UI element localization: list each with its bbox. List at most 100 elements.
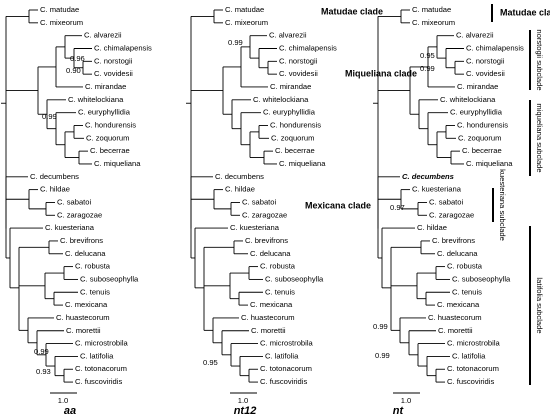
- taxon-label: C. becerrae: [90, 146, 130, 155]
- taxon-label: C. robusta: [75, 262, 111, 271]
- taxon-label: C. fuscoviridis: [260, 377, 307, 386]
- taxon-label: C. whitelockiana: [253, 95, 309, 104]
- support-value: 0.93: [36, 367, 51, 376]
- taxon-label: C. chimalapensis: [94, 43, 152, 52]
- support-value: 0.95: [203, 358, 218, 367]
- taxon-label: C. morettii: [66, 326, 101, 335]
- taxon-label: C. morettii: [438, 326, 473, 335]
- taxon-label: C. brevifrons: [245, 236, 288, 245]
- taxon-label: C. hondurensis: [270, 120, 321, 129]
- taxon-label: C. vovidesii: [466, 69, 505, 78]
- taxon-label: C. whitelockiana: [68, 95, 124, 104]
- taxon-label: C. robusta: [260, 262, 296, 271]
- taxon-label: C. mirandae: [270, 82, 311, 91]
- taxon-label: C. decumbens: [215, 172, 264, 181]
- support-value: 0.99: [375, 351, 390, 360]
- taxon-label: C. vovidesii: [279, 69, 318, 78]
- taxon-label: C. totonacorum: [75, 364, 127, 373]
- taxon-label: C. kuesteriana: [230, 223, 280, 232]
- panel-title: aa: [64, 405, 76, 417]
- taxon-label: C. chimalapensis: [466, 43, 524, 52]
- taxon-label: C. tenuis: [80, 287, 110, 296]
- taxon-label: C. tenuis: [452, 287, 482, 296]
- taxon-label: C. norstogii: [466, 56, 505, 65]
- panel-title: nt12: [234, 405, 257, 417]
- support-value: 0.99: [228, 38, 243, 47]
- taxon-label: C. hondurensis: [85, 120, 136, 129]
- taxon-label: C. norstogii: [94, 56, 133, 65]
- support-value: 0.99: [42, 112, 57, 121]
- taxon-label: C. zaragozae: [429, 210, 474, 219]
- taxon-label: C. latifolia: [80, 351, 114, 360]
- taxon-label: C. suboseophylla: [265, 274, 324, 283]
- taxon-label: C. sabatoi: [242, 197, 277, 206]
- taxon-label: C. sabatoi: [429, 197, 464, 206]
- taxon-label: C. huastecorum: [241, 313, 295, 322]
- taxon-label: C. matudae: [412, 5, 451, 14]
- support-value: 0.90: [66, 66, 81, 75]
- taxon-label: C. becerrae: [462, 146, 502, 155]
- taxon-label: C. suboseophylla: [452, 274, 511, 283]
- taxon-label: C. whitelockiana: [440, 95, 496, 104]
- support-value: 0.99: [373, 322, 388, 331]
- panel-title: nt: [393, 405, 405, 417]
- taxon-label: C. sabatoi: [57, 197, 92, 206]
- taxon-label: C. kuesteriana: [412, 185, 462, 194]
- taxon-label: C. tenuis: [265, 287, 295, 296]
- taxon-label: C. mexicana: [250, 300, 293, 309]
- taxon-label: C. alvarezii: [84, 31, 122, 40]
- taxon-label: C. becerrae: [275, 146, 315, 155]
- taxon-label: C. mirandae: [85, 82, 126, 91]
- taxon-label: C. totonacorum: [260, 364, 312, 373]
- support-value: 0.95: [420, 51, 435, 60]
- taxon-label: C. mixeorum: [225, 18, 268, 27]
- taxon-label: C. kuesteriana: [45, 223, 95, 232]
- taxon-label: C. miqueliana: [466, 159, 513, 168]
- scale-label: 1.0: [58, 396, 69, 405]
- taxon-label: C. matudae: [40, 5, 79, 14]
- taxon-label: C. zaragozae: [242, 210, 287, 219]
- taxon-label: C. alvarezii: [456, 31, 494, 40]
- taxon-label: C. delucana: [65, 249, 106, 258]
- taxon-label: C. decumbens: [30, 172, 79, 181]
- taxon-label: C. microstrobila: [75, 339, 129, 348]
- taxon-label: C. brevifrons: [432, 236, 475, 245]
- taxon-label: C. zoquorum: [458, 133, 501, 142]
- taxon-label: C. miqueliana: [94, 159, 141, 168]
- clade-label: Miqueliana clade: [345, 68, 417, 78]
- taxon-label: C. suboseophylla: [80, 274, 139, 283]
- taxon-label: C. hondurensis: [457, 120, 508, 129]
- taxon-label: C. delucana: [437, 249, 478, 258]
- taxon-label: C. alvarezii: [269, 31, 307, 40]
- taxon-label: C. robusta: [447, 262, 483, 271]
- taxon-label: C. latifolia: [452, 351, 486, 360]
- side-label: miqueliana subclade: [535, 103, 544, 172]
- taxon-label: C. decumbens: [402, 172, 454, 181]
- side-label: norstogii subclade: [535, 29, 544, 90]
- side-label: latifolia subclade: [535, 277, 544, 333]
- taxon-label: C. chimalapensis: [279, 43, 337, 52]
- taxon-label: C. norstogii: [279, 56, 318, 65]
- side-label: Matudae clade: [500, 7, 550, 17]
- taxon-label: C. totonacorum: [447, 364, 499, 373]
- scale-label: 1.0: [238, 396, 249, 405]
- support-value: 0.96: [70, 54, 85, 63]
- support-value: 0.99: [34, 347, 49, 356]
- taxon-label: C. morettii: [251, 326, 286, 335]
- side-label: kuesteriana subclade: [498, 169, 507, 241]
- taxon-label: C. mexicana: [65, 300, 108, 309]
- taxon-label: C. brevifrons: [60, 236, 103, 245]
- taxon-label: C. latifolia: [265, 351, 299, 360]
- taxon-label: C. mirandae: [457, 82, 498, 91]
- support-value: 0.99: [420, 64, 435, 73]
- support-value: 0.97: [390, 203, 405, 212]
- taxon-label: C. mixeorum: [412, 18, 455, 27]
- taxon-label: C. fuscoviridis: [447, 377, 494, 386]
- taxon-label: C. microstrobila: [447, 339, 501, 348]
- taxon-label: C. delucana: [250, 249, 291, 258]
- taxon-label: C. hildae: [40, 185, 70, 194]
- taxon-label: C. fuscoviridis: [75, 377, 122, 386]
- taxon-label: C. huastecorum: [428, 313, 482, 322]
- taxon-label: C. mixeorum: [40, 18, 83, 27]
